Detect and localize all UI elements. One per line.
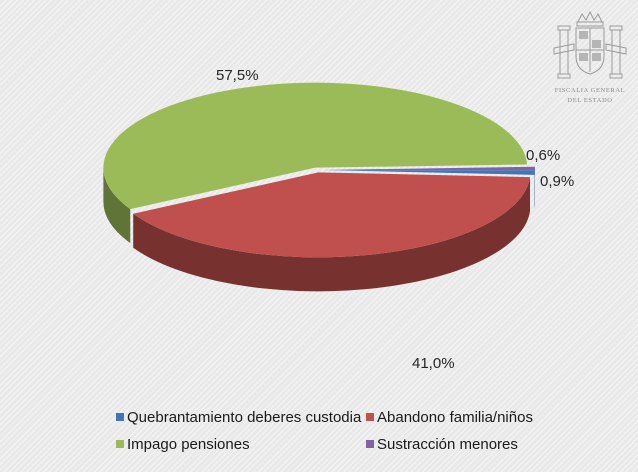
legend-label-impago: Impago pensiones (127, 436, 250, 453)
pie-slice-impago (103, 82, 528, 210)
legend-swatch-impago (116, 440, 124, 448)
logo-text-line1: FISCALIA GENERAL (555, 87, 625, 94)
crown-icon (577, 10, 603, 23)
data-label-quebrantamiento: 0,9% (540, 173, 574, 190)
pie-side-abandono (133, 177, 531, 292)
pie-slice-sustraccion (322, 166, 535, 170)
pie-slice-quebrantamiento (322, 170, 535, 175)
legend-label-quebrantamiento: Quebrantamiento deberes custodia (127, 409, 362, 426)
pie-side-impago (103, 167, 131, 244)
legend-label-sustraccion: Sustracción menores (377, 436, 518, 453)
legend-swatch-abandono (366, 413, 374, 421)
logo-text-line2: DEL ESTADO (567, 97, 612, 104)
pie-slices (103, 82, 535, 292)
legend-label-abandono: Abandono familia/niños (377, 409, 533, 426)
legend-swatch-quebrantamiento (116, 413, 124, 421)
data-label-sustraccion: 0,6% (526, 147, 560, 164)
legend-swatch-sustraccion (366, 440, 374, 448)
data-label-impago: 57,5% (216, 67, 259, 84)
legend: Quebrantamiento deberes custodia Abandon… (116, 409, 533, 453)
pie-slice-abandono (133, 172, 531, 258)
data-labels: 0,9% 41,0% 57,5% 0,6% (216, 67, 574, 372)
shield-icon (575, 27, 605, 75)
fiscalia-logo: FISCALIA GENERAL DEL ESTADO (553, 10, 627, 104)
data-label-abandono: 41,0% (412, 355, 455, 372)
